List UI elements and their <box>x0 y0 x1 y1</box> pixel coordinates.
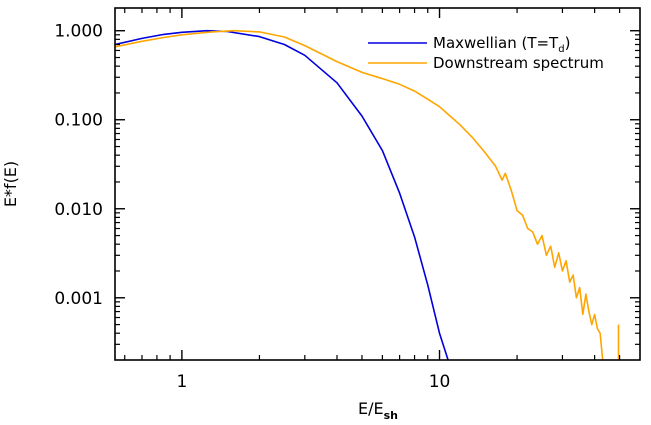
y-tick-label: 0.100 <box>54 111 103 131</box>
legend-label-maxwellian: Maxwellian (T=Td) <box>433 34 570 55</box>
ticks-layer: 1 10 1.000 0.100 0.010 0.001 <box>54 8 640 392</box>
y-tick-label: 0.001 <box>54 289 103 309</box>
y-tick-label: 1.000 <box>54 22 103 42</box>
series-layer <box>114 29 620 361</box>
series-line-0 <box>114 29 449 361</box>
y-tick-label: 0.010 <box>54 200 103 220</box>
legend-label-maxwellian-subscript: d <box>558 44 564 55</box>
x-tick-label: 1 <box>176 372 187 392</box>
x-tick-label: 10 <box>429 372 451 392</box>
legend: Maxwellian (T=Td) Downstream spectrum <box>368 34 604 72</box>
x-axis-title-subscript: sh <box>384 409 398 422</box>
y-axis-title: E*f(E) <box>1 161 20 207</box>
series-line-1 <box>114 29 604 361</box>
plot-frame <box>114 7 641 361</box>
legend-label-downstream: Downstream spectrum <box>433 54 604 72</box>
x-axis-title: E/Esh <box>358 399 398 422</box>
